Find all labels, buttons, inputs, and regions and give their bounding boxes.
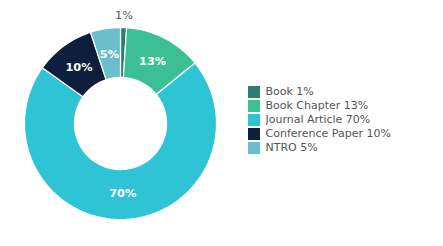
html-text:Book Chapter 13%: Book Chapter 13% <box>265 99 369 113</box>
html-text:Journal Article 70%: Journal Article 70% <box>265 113 371 127</box>
svg-text:10%: 10% <box>65 60 92 74</box>
svg-text:5%: 5% <box>100 47 119 61</box>
html-text:Book 1%: Book 1% <box>265 85 314 99</box>
html-text:NTRO 5%: NTRO 5% <box>265 141 318 155</box>
svg-text:70%: 70% <box>109 186 136 200</box>
svg-text:1%: 1% <box>115 8 133 22</box>
html-text:Conference Paper 10%: Conference Paper 10% <box>265 127 391 141</box>
svg-text:13%: 13% <box>139 54 166 68</box>
